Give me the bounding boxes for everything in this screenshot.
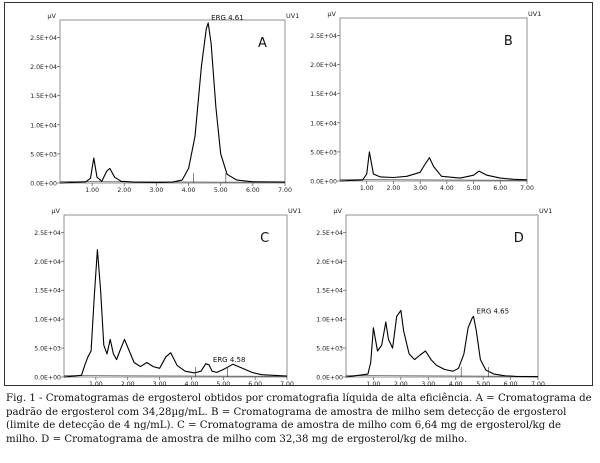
unit-label-left: µV [47, 12, 56, 20]
chromatogram-trace [339, 151, 528, 182]
y-tick-label: 0.0E+00 [34, 375, 61, 382]
x-tick-label: 3.00 [413, 185, 427, 192]
x-tick-label: 5.00 [476, 381, 490, 388]
x-tick-label: 5.00 [467, 185, 481, 192]
x-tick-label: 2.00 [394, 381, 408, 388]
x-tick-label: 6.00 [246, 187, 260, 194]
plot-frame [63, 214, 288, 378]
y-tick-label: 2.0E+04 [34, 259, 61, 266]
y-tick-label: 1.0E+04 [34, 317, 61, 324]
unit-label-left: µV [333, 207, 342, 215]
x-tick-label: 1.00 [360, 185, 374, 192]
unit-label-right: UV1 [539, 207, 552, 215]
panel-letter: B [504, 34, 513, 49]
y-tick-label: 5.0E+03 [34, 346, 61, 353]
unit-label-left: µV [51, 207, 60, 215]
panel-letter: A [258, 36, 267, 51]
x-tick-label: 7.00 [278, 187, 292, 194]
y-tick-label: 1.5E+04 [30, 93, 57, 100]
y-tick-label: 2.5E+04 [30, 35, 57, 42]
x-tick-label: 4.00 [185, 381, 199, 388]
figure-caption: Fig. 1 - Cromatogramas de ergosterol obt… [6, 393, 592, 445]
y-tick-label: 5.0E+03 [30, 151, 57, 158]
x-tick-label: 6.00 [504, 381, 518, 388]
y-tick-label: 0.0E+00 [310, 179, 337, 186]
x-tick-label: 3.00 [153, 381, 167, 388]
chromatogram-panel-b: 0.0E+00 5.0E+03 1.0E+04 1.5E+04 2.0E+04 2.5E+… [310, 10, 541, 192]
plot-frame [345, 214, 539, 378]
y-tick-label: 2.5E+04 [34, 230, 61, 237]
x-tick-label: 6.00 [248, 381, 262, 388]
unit-label-right: UV1 [286, 12, 299, 20]
unit-label-right: UV1 [288, 207, 301, 215]
peak-label: ERG 4.65 [477, 307, 510, 315]
peak-label: ERG 4.61 [211, 14, 244, 22]
x-tick-label: 4.00 [440, 185, 454, 192]
x-tick-label: 6.00 [493, 185, 507, 192]
x-tick-label: 4.00 [182, 187, 196, 194]
y-tick-label: 0.0E+00 [30, 181, 57, 188]
y-tick-label: 0.0E+00 [316, 375, 343, 382]
x-tick-label: 4.00 [449, 381, 463, 388]
chromatogram-panel-a: 0.0E+00 5.0E+03 1.0E+04 1.5E+04 2.0E+04 2.5E+… [30, 12, 299, 194]
y-tick-label: 2.0E+04 [30, 64, 57, 71]
chromatogram-panel-c: 0.0E+00 5.0E+03 1.0E+04 1.5E+04 2.0E+04 2.5E+… [34, 207, 301, 388]
peak-label: ERG 4.58 [213, 356, 246, 364]
y-tick-label: 5.0E+03 [310, 149, 337, 156]
panel-letter: C [260, 231, 269, 246]
baseline [63, 375, 288, 377]
x-tick-label: 5.00 [214, 187, 228, 194]
x-tick-label: 7.00 [531, 381, 545, 388]
y-tick-label: 1.0E+04 [310, 120, 337, 127]
x-tick-label: 2.00 [121, 381, 135, 388]
y-tick-label: 2.0E+04 [310, 62, 337, 69]
y-tick-label: 5.0E+03 [316, 346, 343, 353]
unit-label-left: µV [327, 10, 336, 18]
y-tick-label: 1.0E+04 [30, 122, 57, 129]
y-tick-label: 2.0E+04 [316, 259, 343, 266]
x-tick-label: 5.00 [216, 381, 230, 388]
chromatogram-panel-d: 0.0E+00 5.0E+03 1.0E+04 1.5E+04 2.0E+04 2.5E+… [316, 207, 552, 388]
y-tick-label: 2.5E+04 [316, 230, 343, 237]
x-tick-label: 2.00 [387, 185, 401, 192]
chromatogram-trace [63, 249, 288, 378]
y-tick-label: 1.5E+04 [316, 288, 343, 295]
y-tick-label: 2.5E+04 [310, 33, 337, 40]
x-tick-label: 1.00 [85, 187, 99, 194]
figure-frame [4, 2, 593, 386]
panel-letter: D [514, 231, 524, 246]
plot-frame [59, 19, 286, 184]
plot-frame [339, 17, 528, 182]
baseline [339, 179, 528, 181]
x-tick-label: 7.00 [520, 185, 534, 192]
chromatogram-trace [59, 22, 286, 184]
chromatogram-figure: 0.0E+00 5.0E+03 1.0E+04 1.5E+04 2.0E+04 2.5E+… [30, 10, 552, 388]
x-tick-label: 3.00 [421, 381, 435, 388]
chromatogram-trace [345, 309, 539, 378]
y-tick-label: 1.5E+04 [310, 91, 337, 98]
x-tick-label: 3.00 [150, 187, 164, 194]
x-tick-label: 1.00 [367, 381, 381, 388]
unit-label-right: UV1 [528, 10, 541, 18]
x-tick-label: 2.00 [117, 187, 131, 194]
x-tick-label: 7.00 [280, 381, 294, 388]
y-tick-label: 1.5E+04 [34, 288, 61, 295]
y-tick-label: 1.0E+04 [316, 317, 343, 324]
x-tick-label: 1.00 [89, 381, 103, 388]
